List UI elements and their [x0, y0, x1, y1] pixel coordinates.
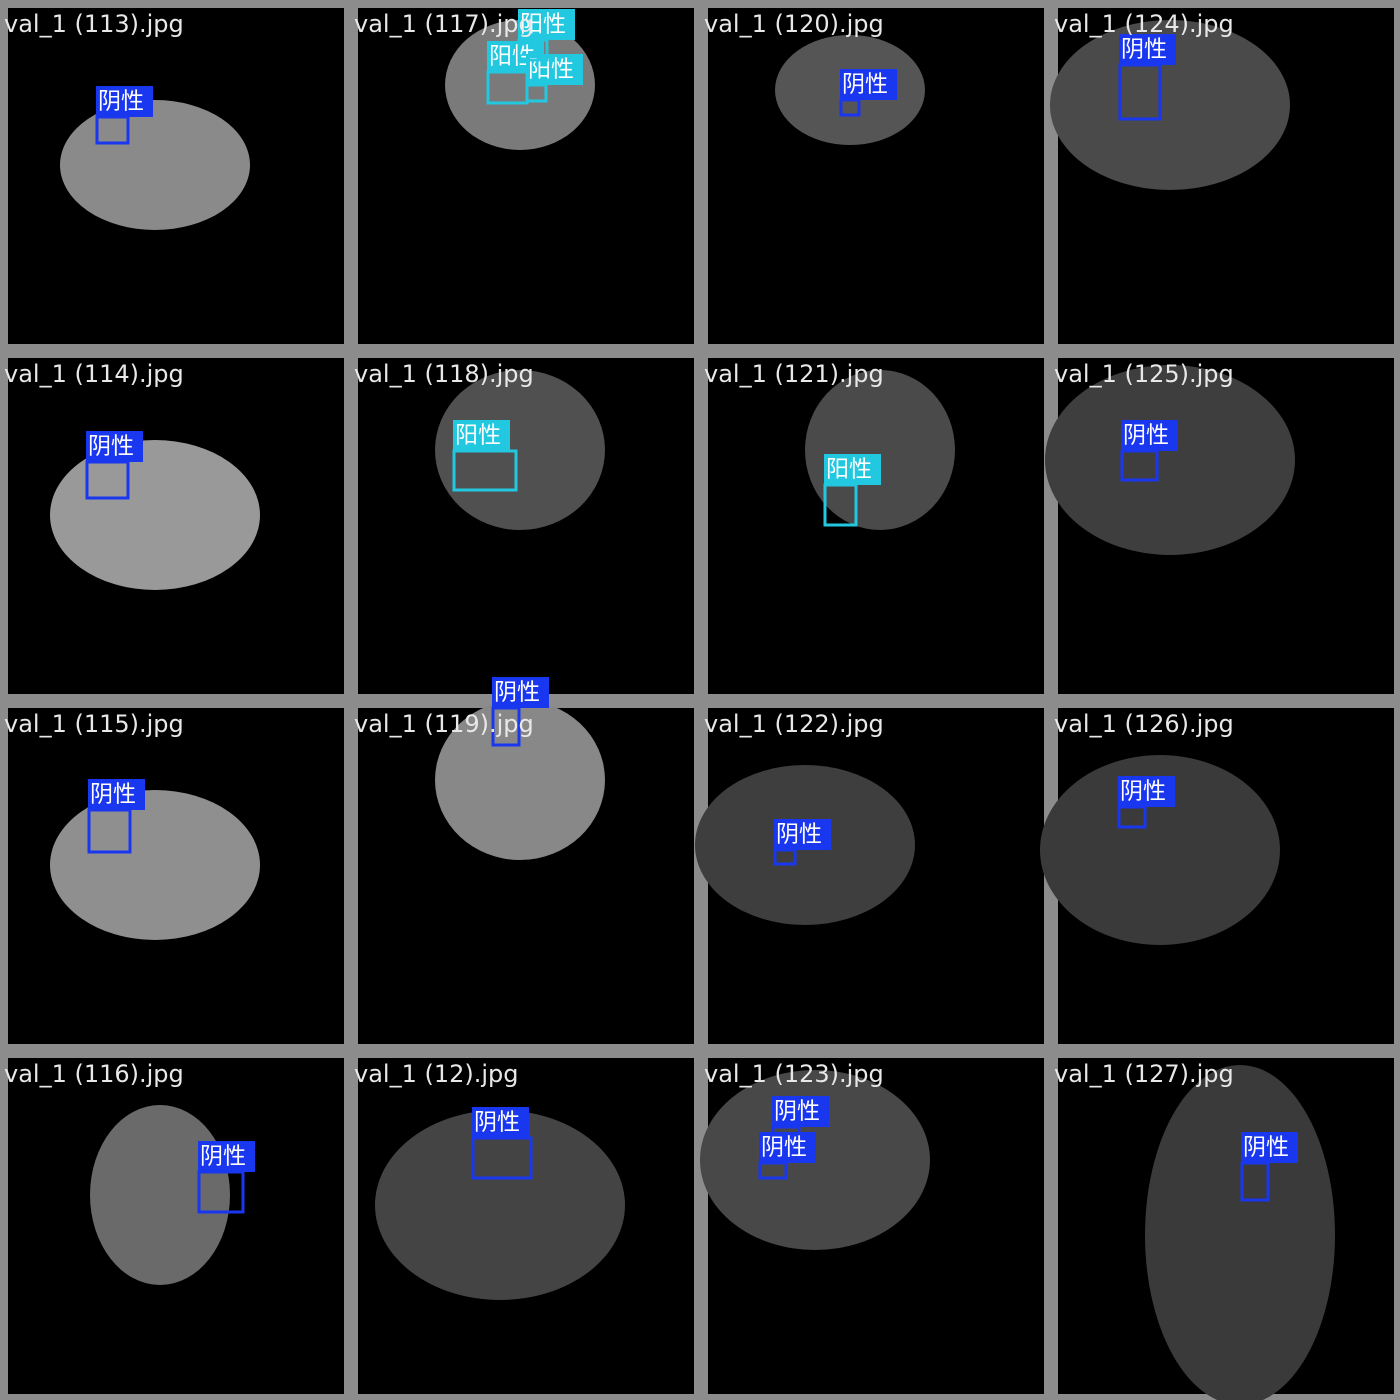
detection-label: 阳性 [520, 12, 566, 38]
label-tag [1119, 34, 1176, 65]
filename: val_1 (118).jpg [354, 360, 534, 388]
tile: 阴性 val_1 (125).jpg [1045, 350, 1400, 700]
label-tag [96, 86, 153, 117]
detection-label: 阴性 [842, 72, 888, 98]
tile: 阴性 val_1 (122).jpg [695, 700, 1050, 1050]
filename: val_1 (120).jpg [704, 10, 884, 38]
brain [90, 1105, 230, 1285]
label-tag [774, 819, 831, 850]
tile: 阴性 val_1 (127).jpg [1050, 1050, 1400, 1400]
tile: 阴性 val_1 (12).jpg [350, 1050, 700, 1400]
filename: val_1 (114).jpg [4, 360, 184, 388]
brain [435, 700, 605, 860]
detection-label: 阴性 [1121, 37, 1167, 63]
filename: val_1 (124).jpg [1054, 10, 1234, 38]
detection-label: 阴性 [98, 89, 144, 115]
label-tag [759, 1132, 816, 1163]
detection-label: 阴性 [1243, 1135, 1289, 1161]
brain [805, 370, 955, 530]
detection-label: 阴性 [1123, 423, 1169, 449]
label-tag [824, 454, 881, 485]
label-tag [453, 420, 510, 451]
detection-label: 阴性 [90, 782, 136, 808]
brain [375, 1110, 625, 1300]
tile: 阴性 val_1 (120).jpg [700, 0, 1050, 350]
filename: val_1 (117).jpg [354, 10, 534, 38]
tile: 阴性 val_1 (119).jpg [350, 677, 700, 1050]
brain [1045, 365, 1295, 555]
detection-label: 阳性 [455, 423, 501, 449]
label-tag [1121, 420, 1178, 451]
brain [1145, 1065, 1335, 1400]
tile: 阴性 val_1 (126).jpg [1040, 700, 1400, 1050]
filename: val_1 (123).jpg [704, 1060, 884, 1088]
brain [445, 20, 595, 150]
filename: val_1 (126).jpg [1054, 710, 1234, 738]
filename: val_1 (125).jpg [1054, 360, 1234, 388]
filename: val_1 (127).jpg [1054, 1060, 1234, 1088]
filename: val_1 (116).jpg [4, 1060, 184, 1088]
brain [1050, 20, 1290, 190]
filename: val_1 (119).jpg [354, 710, 534, 738]
detection-label: 阴性 [200, 1144, 246, 1170]
tile: 阴性 val_1 (116).jpg [0, 1050, 350, 1400]
detection-label: 阳性 [826, 457, 872, 483]
filename: val_1 (121).jpg [704, 360, 884, 388]
filename: val_1 (113).jpg [4, 10, 184, 38]
detection-label: 阴性 [474, 1110, 520, 1136]
tile: 阳性 val_1 (118).jpg [350, 350, 700, 700]
detection-label: 阴性 [494, 680, 540, 706]
brain [50, 790, 260, 940]
label-tag [198, 1141, 255, 1172]
tile: 阴性 val_1 (115).jpg [0, 700, 350, 1050]
detection-label: 阴性 [774, 1099, 820, 1125]
filename: val_1 (122).jpg [704, 710, 884, 738]
label-tag [1118, 776, 1175, 807]
filename: val_1 (115).jpg [4, 710, 184, 738]
label-tag [472, 1107, 529, 1138]
label-tag [518, 9, 575, 40]
detection-label: 阴性 [88, 434, 134, 460]
detection-label: 阴性 [1120, 779, 1166, 805]
label-tag [772, 1096, 829, 1127]
filename: val_1 (12).jpg [354, 1060, 519, 1088]
brain [50, 440, 260, 590]
label-tag [1241, 1132, 1298, 1163]
label-tag [840, 69, 897, 100]
detection-label: 阴性 [761, 1135, 807, 1161]
tile: 阳性 val_1 (121).jpg [700, 350, 1050, 700]
detection-label: 阴性 [776, 822, 822, 848]
brain [1040, 755, 1280, 945]
label-tag [88, 779, 145, 810]
label-tag [86, 431, 143, 462]
tile: 阴性 val_1 (114).jpg [0, 350, 350, 700]
tile: 阴性 val_1 (113).jpg [0, 0, 350, 350]
brain [60, 100, 250, 230]
label-tag [492, 677, 549, 708]
